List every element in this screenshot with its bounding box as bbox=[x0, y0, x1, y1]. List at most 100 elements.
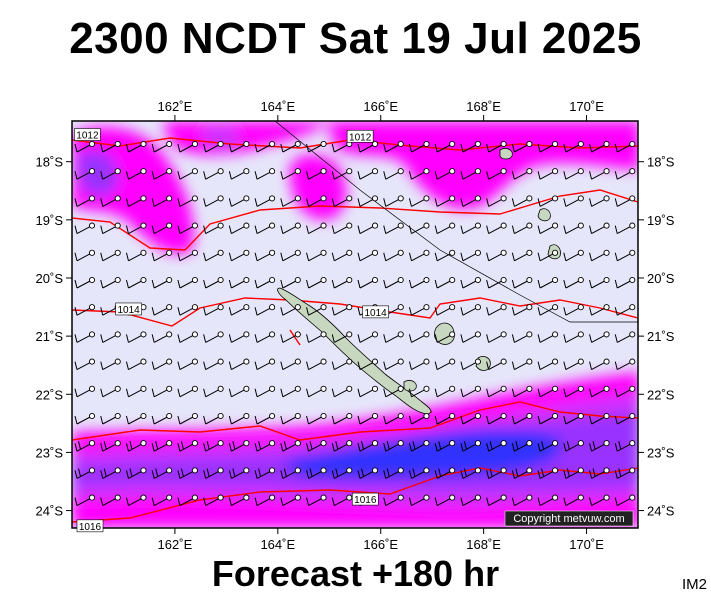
wind-barb bbox=[100, 222, 121, 235]
wind-barb bbox=[280, 276, 301, 289]
wind-barb bbox=[563, 304, 584, 316]
wind-barb bbox=[151, 276, 173, 289]
copyright-text: Copyright metvuw.com bbox=[513, 513, 624, 525]
wind-barb bbox=[511, 412, 533, 425]
wind-barb bbox=[177, 168, 198, 180]
lat-label-right: 21˚S bbox=[647, 329, 675, 344]
wind-barb bbox=[511, 168, 533, 180]
wind-barb bbox=[537, 304, 559, 316]
wind-barb bbox=[254, 195, 276, 207]
wind-barb bbox=[537, 385, 559, 398]
lat-label-right: 19˚S bbox=[647, 213, 675, 228]
wind-barb bbox=[331, 358, 353, 371]
wind-barb bbox=[408, 276, 430, 289]
lat-label-left: 24˚S bbox=[36, 504, 64, 519]
wind-barb bbox=[228, 140, 250, 153]
wind-barb bbox=[254, 276, 276, 289]
wind-barb bbox=[408, 168, 430, 180]
wind-barb bbox=[100, 331, 121, 343]
wind-barb bbox=[74, 276, 96, 289]
wind-barb bbox=[254, 249, 276, 262]
isobar-1016-lower bbox=[72, 467, 638, 523]
wind-barb bbox=[280, 494, 301, 507]
wind-barb bbox=[280, 358, 301, 371]
wind-barb bbox=[434, 358, 456, 371]
wind-barb bbox=[254, 140, 276, 153]
wind-barb bbox=[537, 276, 559, 289]
wind-barb bbox=[563, 168, 584, 180]
wind-barb bbox=[614, 440, 636, 452]
wind-barb bbox=[74, 467, 96, 479]
wind-barb bbox=[614, 385, 636, 398]
wind-barb bbox=[614, 494, 636, 507]
rain-band-south-intense bbox=[286, 428, 562, 479]
wind-barb bbox=[151, 249, 173, 262]
wind-barb bbox=[537, 249, 559, 262]
wind-barb bbox=[537, 440, 559, 452]
loyalty-island-1 bbox=[434, 322, 455, 345]
wind-barb bbox=[589, 222, 610, 235]
wind-barb bbox=[203, 412, 224, 425]
wind-barb bbox=[254, 467, 276, 479]
wind-barb bbox=[254, 331, 276, 343]
isobar-label: 1012 bbox=[74, 128, 101, 142]
wind-barb bbox=[486, 222, 507, 235]
wind-barb bbox=[589, 385, 610, 398]
wind-barb bbox=[486, 358, 507, 371]
wind-barb bbox=[408, 140, 430, 153]
wind-barb bbox=[589, 412, 610, 425]
wind-barb bbox=[280, 249, 301, 262]
wind-barb bbox=[74, 494, 96, 507]
wind-barb bbox=[460, 222, 481, 235]
wind-barb bbox=[408, 195, 430, 207]
wind-barb bbox=[100, 276, 121, 289]
wind-barb bbox=[125, 249, 147, 262]
wind-barb bbox=[537, 331, 559, 343]
wind-barb bbox=[177, 222, 198, 235]
wind-barb bbox=[486, 494, 507, 507]
wind-barb bbox=[74, 440, 96, 452]
wind-barb bbox=[357, 331, 379, 343]
wind-barb bbox=[614, 168, 636, 180]
wind-barb bbox=[177, 440, 198, 452]
wind-barb bbox=[125, 276, 147, 289]
wind-barb bbox=[100, 385, 121, 398]
wind-barb bbox=[228, 304, 250, 316]
wind-barb bbox=[254, 440, 276, 452]
isobar-label-text: 1014 bbox=[117, 305, 140, 316]
lon-label-bottom: 162˚E bbox=[158, 537, 193, 552]
wind-barb bbox=[563, 494, 584, 507]
wind-barb bbox=[125, 140, 147, 153]
wind-barb bbox=[331, 304, 353, 316]
wind-barb bbox=[589, 440, 610, 452]
wind-barb bbox=[331, 385, 353, 398]
wind-barb bbox=[203, 304, 224, 316]
isobar-label: 1012 bbox=[346, 129, 374, 143]
wind-barb bbox=[589, 249, 610, 262]
wind-barb bbox=[408, 304, 430, 316]
wind-barb bbox=[460, 140, 481, 153]
loyalty-island-3 bbox=[403, 380, 417, 392]
wind-barb bbox=[228, 195, 250, 207]
wind-barb bbox=[177, 467, 198, 479]
forecast-label: Forecast +180 hr bbox=[211, 553, 500, 594]
wind-barb bbox=[125, 494, 147, 507]
wind-barb bbox=[228, 440, 250, 452]
wind-barb bbox=[151, 168, 173, 180]
wind-barb bbox=[614, 358, 636, 371]
wind-barb bbox=[589, 331, 610, 343]
isobar-layer bbox=[72, 137, 638, 523]
lon-label-bottom: 168˚E bbox=[466, 537, 501, 552]
wind-barb bbox=[280, 304, 301, 316]
wind-barb bbox=[306, 358, 327, 371]
wind-barb bbox=[177, 331, 198, 343]
wind-barb bbox=[357, 467, 379, 479]
wind-barb bbox=[254, 494, 276, 507]
wind-barb bbox=[74, 168, 96, 180]
wind-barb bbox=[254, 304, 276, 316]
wind-barb bbox=[203, 195, 224, 207]
map-frame bbox=[71, 120, 639, 529]
isobar-label: 1014 bbox=[115, 302, 142, 316]
wind-barb bbox=[537, 412, 559, 425]
